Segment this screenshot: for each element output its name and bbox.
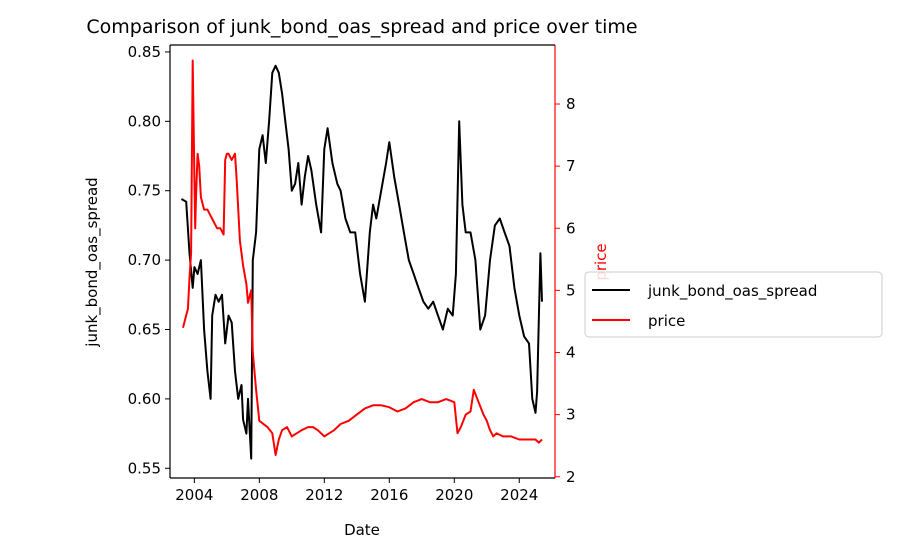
series-line-junk-bond-oas-spread <box>180 64 543 460</box>
x-axis-ticks: 2004 2008 2012 2016 2020 2024 <box>175 478 538 504</box>
legend-label-price: price <box>648 312 685 330</box>
legend-box <box>584 271 883 338</box>
x-tick-label: 2016 <box>370 486 408 504</box>
plot-lines <box>180 59 543 460</box>
y-left-tick-label: 0.80 <box>128 112 161 130</box>
y-right-axis-label: price <box>592 243 610 280</box>
y-left-tick-label: 0.60 <box>128 390 161 408</box>
series-line-price <box>182 59 543 456</box>
y-left-tick-label: 0.75 <box>128 182 161 200</box>
y-right-tick-label: 4 <box>566 344 576 362</box>
x-tick-label: 2004 <box>175 486 213 504</box>
legend: junk_bond_oas_spread price <box>584 271 883 338</box>
y-right-tick-label: 6 <box>566 219 576 237</box>
y-right-tick-label: 7 <box>566 157 576 175</box>
x-axis-label: Date <box>344 521 380 539</box>
x-tick-label: 2020 <box>435 486 473 504</box>
legend-label-junk-bond-oas-spread: junk_bond_oas_spread <box>647 282 817 301</box>
y-left-axis-label: junk_bond_oas_spread <box>83 177 102 347</box>
x-tick-label: 2024 <box>500 486 538 504</box>
y-left-tick-label: 0.55 <box>128 459 161 477</box>
y-left-tick-label: 0.70 <box>128 251 161 269</box>
y-left-tick-label: 0.65 <box>128 321 161 339</box>
y-right-tick-label: 2 <box>566 468 576 486</box>
plot-frame <box>169 44 556 479</box>
y-right-axis-ticks: 2 3 4 5 6 7 8 <box>555 95 576 486</box>
y-right-tick-label: 3 <box>566 406 576 424</box>
y-left-tick-label: 0.85 <box>128 43 161 61</box>
chart-title: Comparison of junk_bond_oas_spread and p… <box>86 16 637 38</box>
y-left-axis-ticks: 0.55 0.60 0.65 0.70 0.75 0.80 0.85 <box>128 43 170 477</box>
x-tick-label: 2008 <box>240 486 278 504</box>
y-right-tick-label: 8 <box>566 95 576 113</box>
x-tick-label: 2012 <box>305 486 343 504</box>
y-right-tick-label: 5 <box>566 281 576 299</box>
